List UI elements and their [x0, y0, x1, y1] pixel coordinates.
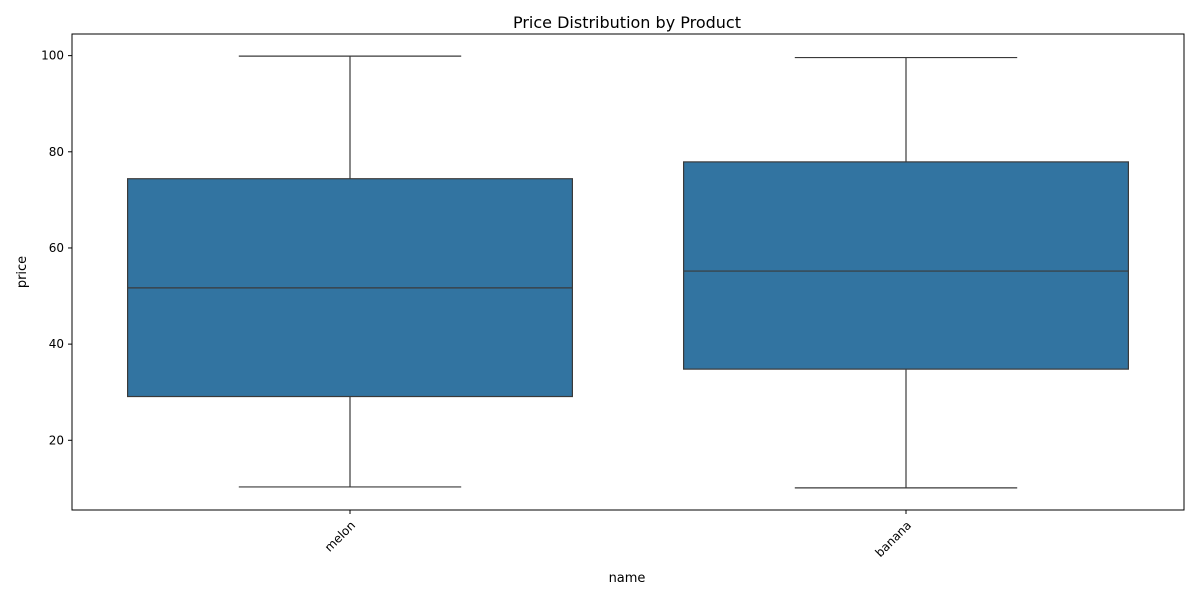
x-tick-label: banana	[872, 518, 914, 560]
x-tick-label: melon	[322, 518, 358, 554]
x-axis: melon banana	[322, 510, 914, 560]
y-tick-label: 20	[49, 433, 64, 447]
y-tick-label: 80	[49, 145, 64, 159]
plot-area-frame	[71, 33, 1185, 511]
x-axis-label: name	[609, 571, 646, 586]
y-axis-label: price	[15, 256, 30, 288]
y-tick-label: 100	[41, 49, 64, 63]
box-series	[126, 55, 1129, 489]
y-tick-label: 40	[49, 337, 64, 351]
box-melon	[126, 55, 573, 488]
iqr-box	[682, 161, 1129, 370]
y-axis: 20 40 60 80 100	[41, 49, 72, 447]
box-banana	[682, 56, 1129, 489]
y-tick-label: 60	[49, 241, 64, 255]
chart-title: Price Distribution by Product	[513, 13, 741, 32]
